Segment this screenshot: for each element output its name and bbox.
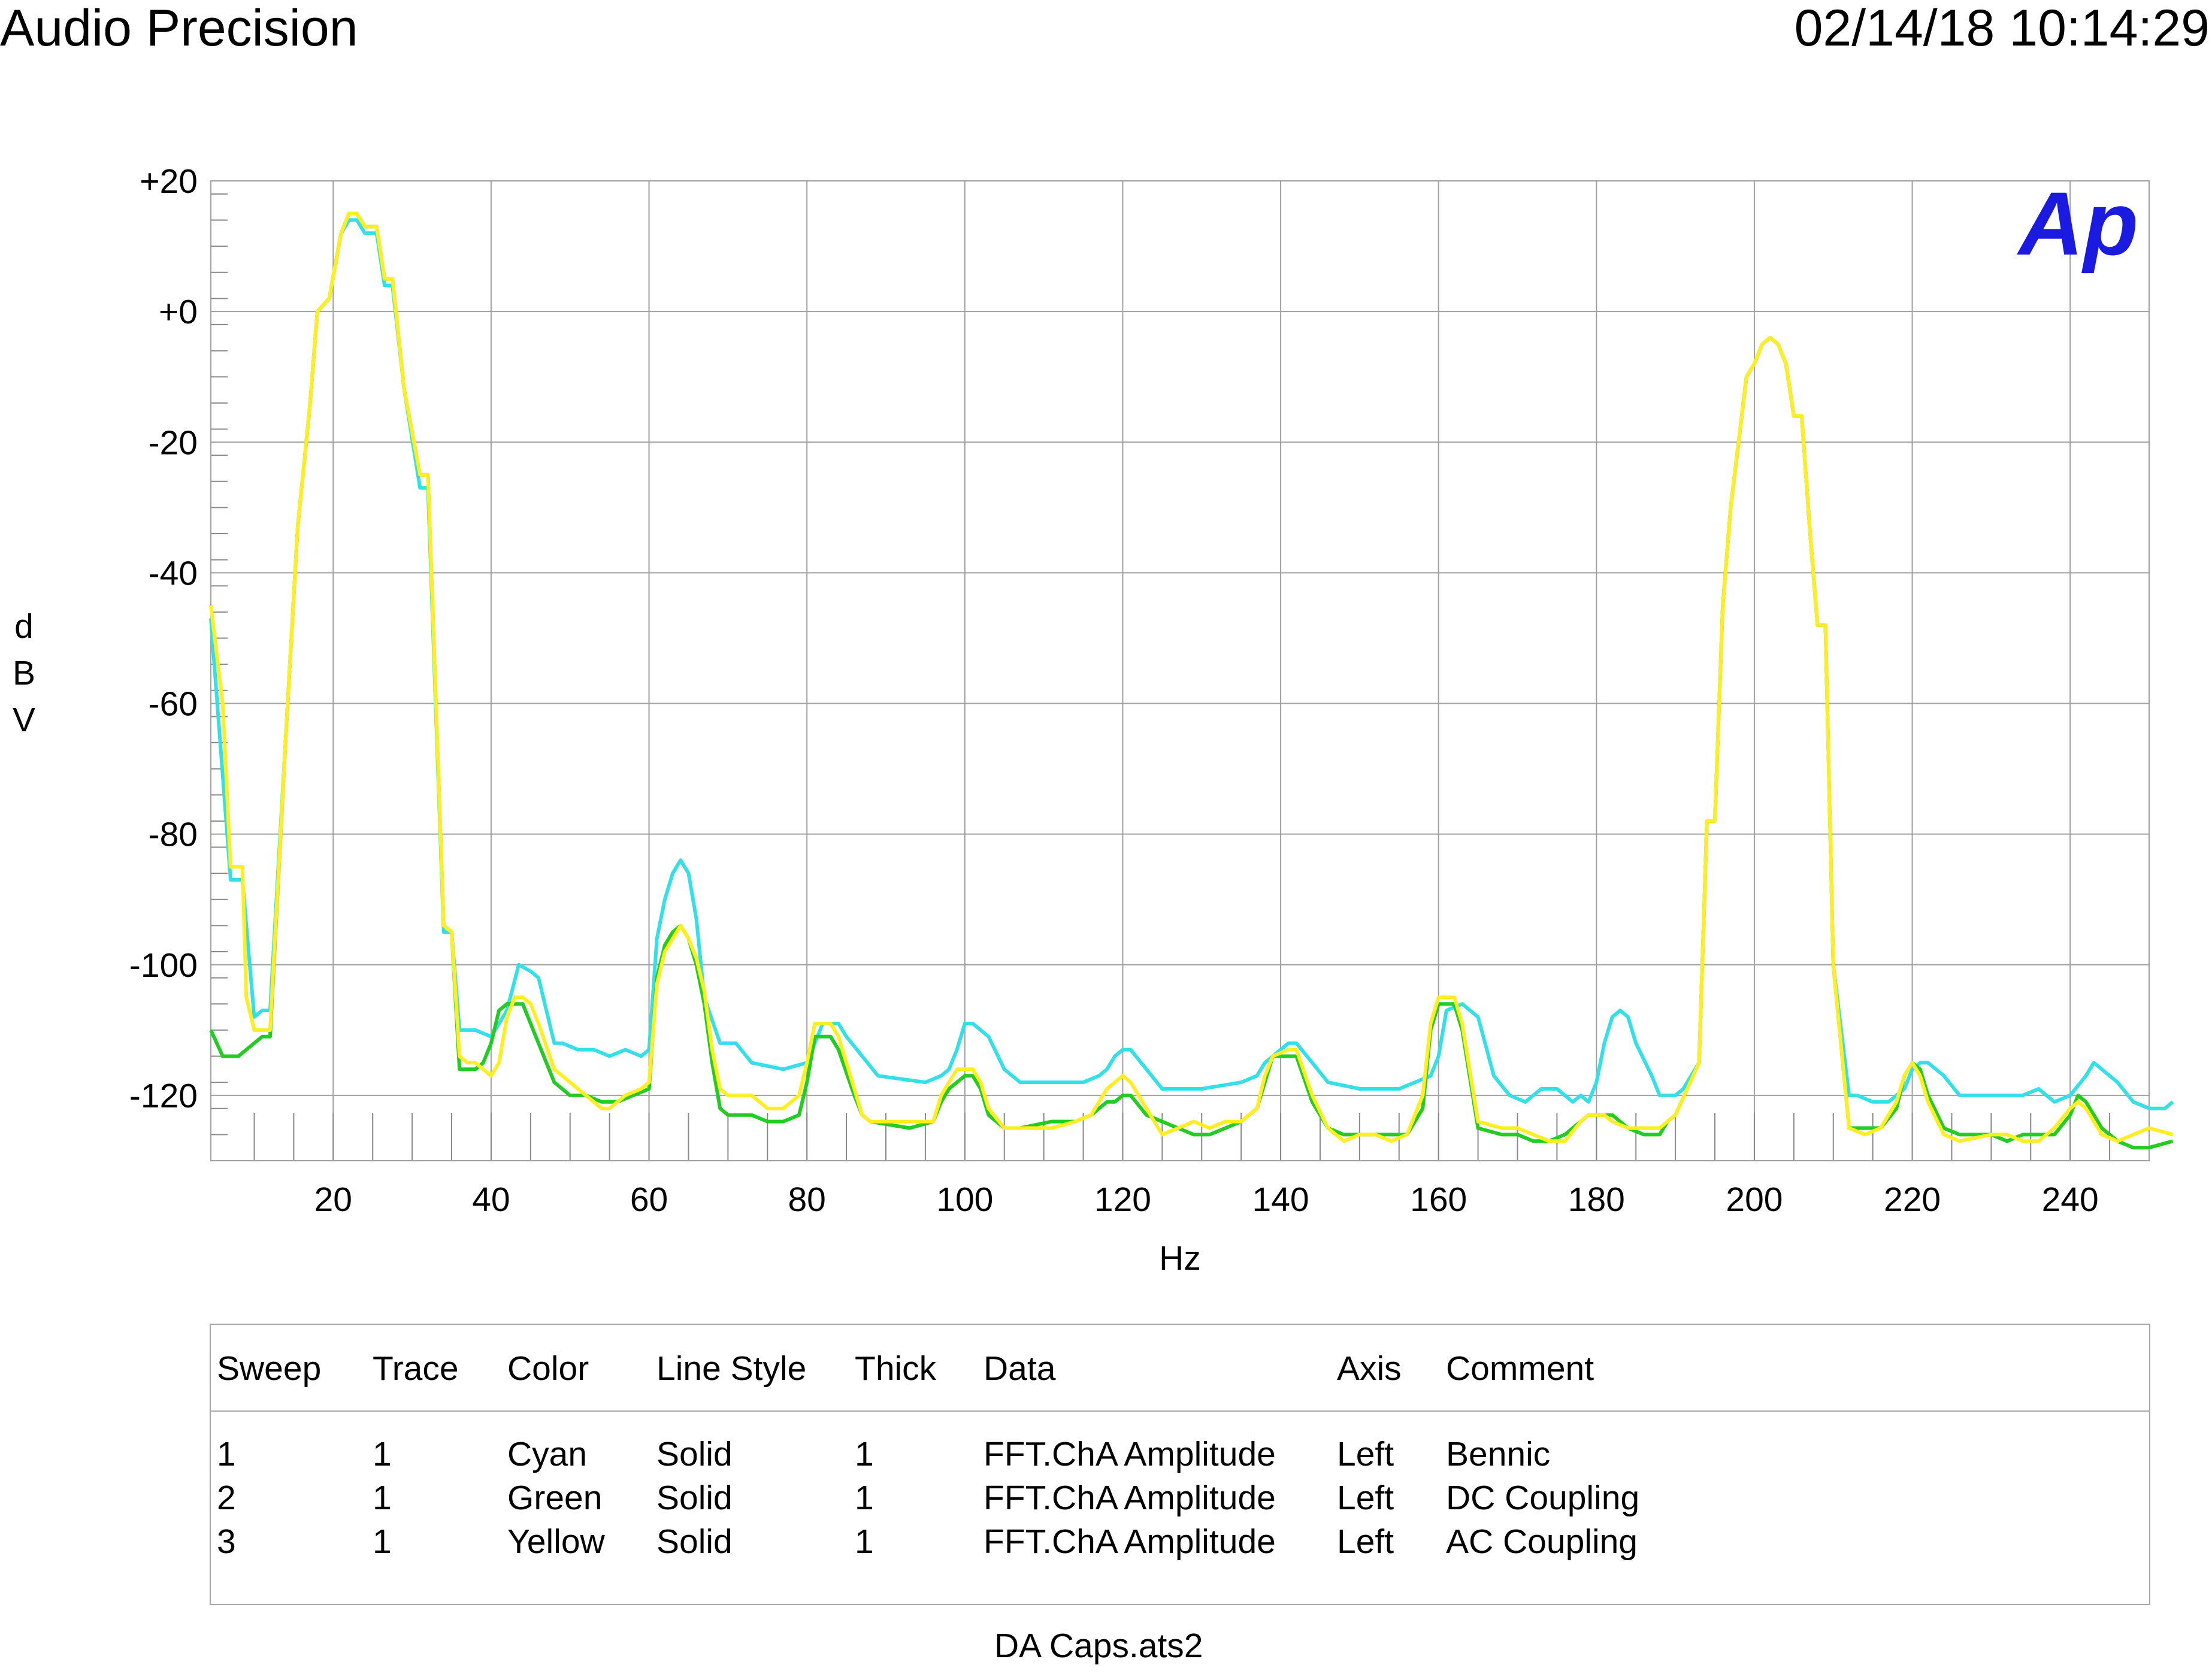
legend-cell: 2 — [217, 1479, 236, 1517]
legend-table: Sweep Trace Color Line Style Thick Data Axis Co… — [210, 1324, 2150, 1605]
legend-cell: Cyan — [507, 1435, 588, 1473]
chart-grid — [211, 180, 2149, 1161]
legend-cell: Green — [507, 1479, 603, 1517]
x-tick-label: 160 — [1410, 1180, 1467, 1219]
legend-cell: AC Coupling — [1446, 1522, 1638, 1561]
legend-cell: FFT.ChA Amplitude — [984, 1435, 1276, 1473]
legend-header: Comment — [1446, 1349, 1594, 1388]
legend-divider — [211, 1410, 2149, 1412]
legend-header: Data — [984, 1349, 1056, 1388]
legend-cell: 1 — [855, 1435, 874, 1473]
x-tick-label: 40 — [472, 1180, 510, 1219]
legend-header: Thick — [855, 1349, 937, 1388]
legend-cell: 1 — [373, 1479, 392, 1517]
legend-cell: 1 — [373, 1522, 392, 1561]
plot-frame — [210, 180, 2150, 1161]
series-line-1 — [209, 218, 2174, 1110]
x-tick-label: 60 — [630, 1180, 668, 1219]
legend-cell: DC Coupling — [1446, 1479, 1640, 1517]
x-tick-label: 200 — [1726, 1180, 1783, 1219]
y-tick-label: -120 — [129, 1077, 198, 1115]
y-tick-label: -40 — [149, 554, 198, 592]
y-tick-label: -60 — [149, 685, 198, 724]
x-tick-label: 140 — [1252, 1180, 1309, 1219]
plot-border — [210, 180, 2150, 1161]
x-tick-label: 80 — [788, 1180, 825, 1219]
legend-header: Line Style — [656, 1349, 807, 1388]
legend-cell: 1 — [373, 1435, 392, 1473]
legend-cell: Solid — [656, 1522, 733, 1561]
axis-labels: +20 +0 -20 -40 -60 -80 -100 -120 20 40 60 80 100 120 1… — [13, 162, 2099, 1278]
app-title: Audio Precision — [0, 0, 358, 57]
series-layer — [209, 211, 2174, 1150]
legend-header: Axis — [1337, 1349, 1402, 1388]
legend-cell: Solid — [656, 1435, 733, 1473]
series-line-2 — [209, 211, 2174, 1150]
x-tick-label: 240 — [2042, 1180, 2099, 1219]
legend-cell: Solid — [656, 1479, 733, 1517]
legend-cell: FFT.ChA Amplitude — [984, 1479, 1276, 1517]
legend-cell: 3 — [217, 1522, 236, 1561]
fft-amplitude-chart: +20 +0 -20 -40 -60 -80 -100 -120 20 40 60 80 100 120 1… — [13, 162, 2174, 1278]
x-tick-label: 220 — [1884, 1180, 1941, 1219]
legend-header: Color — [507, 1349, 589, 1388]
y-tick-label: +20 — [140, 162, 198, 201]
y-tick-label: -100 — [129, 946, 198, 985]
y-tick-label: -20 — [149, 423, 198, 462]
x-tick-label: 180 — [1568, 1180, 1625, 1219]
legend-header: Sweep — [217, 1349, 322, 1388]
minor-ticks — [211, 193, 2150, 1161]
legend-cell: Bennic — [1446, 1435, 1551, 1473]
legend-cell: 1 — [855, 1479, 874, 1517]
legend-cell: FFT.ChA Amplitude — [984, 1522, 1276, 1561]
footer-filename: DA Caps.ats2 — [994, 1627, 1203, 1665]
legend-cell: Yellow — [507, 1522, 605, 1561]
x-tick-label: 100 — [936, 1180, 993, 1219]
x-axis-label: Hz — [1159, 1239, 1201, 1278]
legend-header: Trace — [373, 1349, 459, 1388]
y-tick-label: -80 — [149, 816, 198, 854]
legend-cell: Left — [1337, 1522, 1394, 1561]
legend-cell: 1 — [855, 1522, 874, 1561]
ap-logo: Ap — [2016, 173, 2138, 274]
series-line-3 — [209, 211, 2174, 1143]
legend-cell: Left — [1337, 1435, 1394, 1473]
legend-cell: Left — [1337, 1479, 1394, 1517]
x-tick-label: 120 — [1094, 1180, 1151, 1219]
y-tick-label: +0 — [159, 293, 198, 331]
legend-cell: 1 — [217, 1435, 236, 1473]
timestamp: 02/14/18 10:14:29 — [1794, 0, 2210, 57]
x-tick-label: 20 — [314, 1180, 352, 1219]
